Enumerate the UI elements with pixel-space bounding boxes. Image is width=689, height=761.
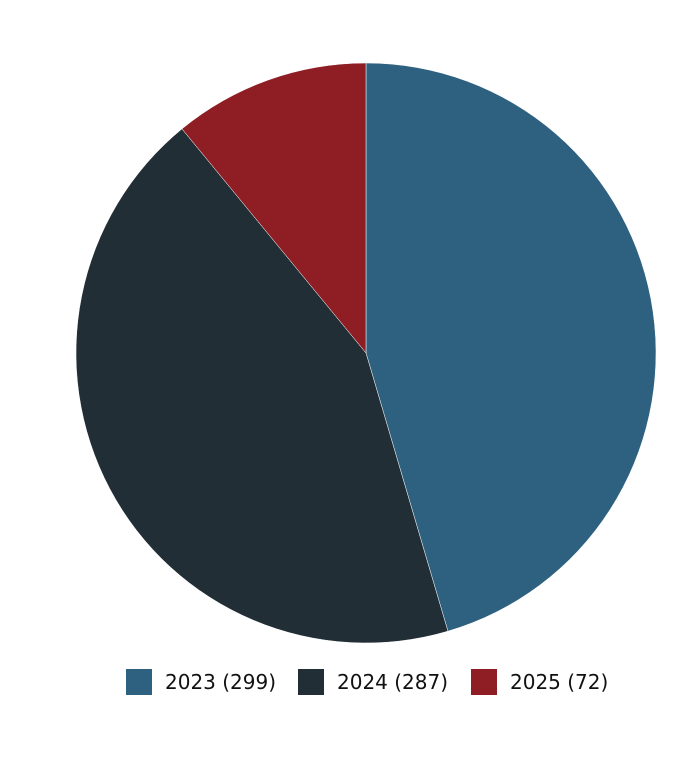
legend: 2023 (299) 2024 (287) 2025 (72) xyxy=(0,668,689,696)
legend-label: 2025 (72) xyxy=(510,670,609,694)
pie-slice-2024 xyxy=(75,128,449,644)
legend-item-2024: 2024 (287) xyxy=(298,668,448,696)
legend-item-2025: 2025 (72) xyxy=(471,668,608,696)
legend-swatch xyxy=(298,669,324,695)
legend-label: 2024 (287) xyxy=(337,670,449,694)
legend-item-2023: 2023 (299) xyxy=(126,668,276,696)
pie-slice-2023 xyxy=(365,62,657,632)
legend-label: 2023 (299) xyxy=(165,670,277,694)
legend-swatch xyxy=(471,669,497,695)
legend-swatch xyxy=(126,669,152,695)
pie-slice-2025 xyxy=(181,62,367,354)
